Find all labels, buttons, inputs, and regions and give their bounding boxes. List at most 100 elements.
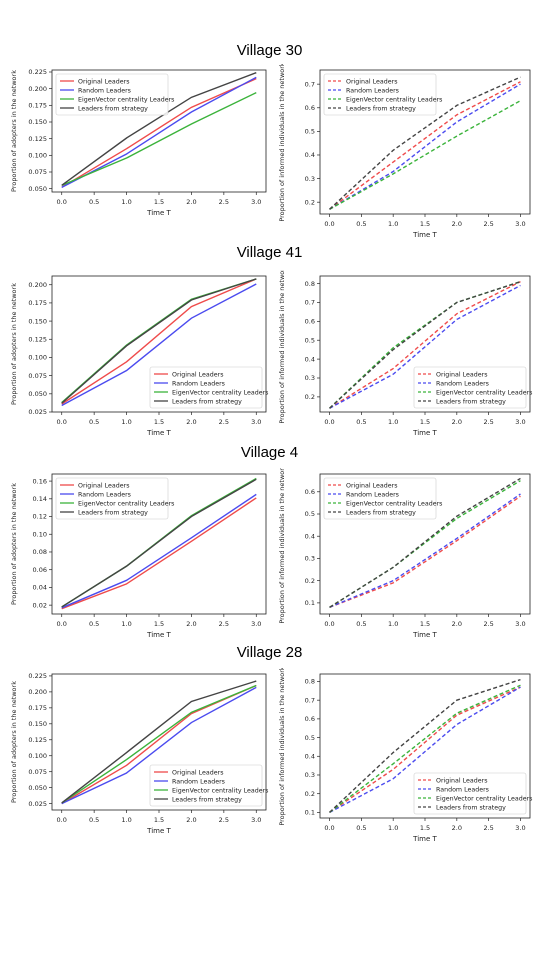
y-tick-label: 0.175	[28, 299, 47, 307]
legend-label: Random Leaders	[172, 380, 225, 387]
y-tick-label: 0.7	[305, 299, 315, 307]
series-line-2	[61, 493, 257, 609]
x-tick-label: 0.5	[356, 220, 366, 228]
x-tick-label: 2.5	[219, 418, 229, 426]
chart-village-3-adopters: 0.0 0.5 1.0 1.5 2.0 2.5 3.0 0.02 0.04 0.06 0.08 0.1…	[10, 473, 267, 639]
chart-village-4-adopters: 0.0 0.5 1.0 1.5 2.0 2.5 3.0 0.025 0.050 0.075 0.10…	[10, 672, 268, 835]
series-line-4	[61, 72, 257, 186]
y-tick-label: 0.200	[28, 85, 47, 93]
x-tick-label: 1.0	[388, 418, 398, 426]
y-tick-label: 0.06	[33, 566, 47, 574]
legend-label: Random Leaders	[436, 786, 489, 793]
series-line-3	[329, 100, 521, 210]
y-tick-label: 0.2	[305, 393, 315, 401]
y-tick-label: 0.100	[28, 354, 47, 362]
x-tick-label: 1.0	[121, 816, 131, 824]
y-tick-label: 0.5	[305, 336, 315, 344]
y-tick-label: 0.8	[305, 678, 315, 686]
legend-label: Leaders from strategy	[346, 509, 416, 516]
x-tick-label: 0.0	[57, 816, 67, 824]
x-tick-label: 0.5	[356, 620, 366, 628]
y-tick-label: 0.175	[28, 102, 47, 110]
x-tick-label: 2.0	[186, 816, 196, 824]
legend-box	[149, 366, 263, 409]
series-line-3	[61, 684, 257, 804]
y-tick-label: 0.4	[305, 752, 315, 760]
legend-label: Leaders from strategy	[78, 105, 148, 112]
x-tick-label: 3.0	[251, 620, 261, 628]
legend-label: Random Leaders	[346, 491, 399, 498]
legend: Original Leaders Random Leaders EigenVecto…	[413, 366, 532, 409]
x-tick-label: 0.5	[89, 198, 99, 206]
series-line-2	[61, 283, 257, 407]
legend-label: Original Leaders	[436, 777, 488, 784]
y-axis-label: Proportion of informed individuals in th…	[278, 468, 286, 624]
x-tick-label: 0.5	[89, 816, 99, 824]
legend-label: Random Leaders	[78, 87, 131, 94]
y-tick-label: 0.025	[28, 408, 47, 416]
chart-village-3-informed: 0.0 0.5 1.0 1.5 2.0 2.5 3.0 0.1 0.2 0.3 0.4 0.5 0.6 T…	[278, 468, 531, 639]
legend-label: Random Leaders	[436, 380, 489, 387]
legend: Original Leaders Random Leaders EigenVecto…	[323, 73, 442, 116]
series-line-2	[61, 686, 257, 805]
x-tick-label: 2.0	[186, 418, 196, 426]
y-tick-label: 0.050	[28, 784, 47, 792]
x-tick-label: 1.5	[154, 620, 164, 628]
y-tick-label: 0.150	[28, 720, 47, 728]
x-tick-label: 0.5	[89, 620, 99, 628]
x-tick-label: 0.0	[57, 620, 67, 628]
x-tick-label: 0.5	[89, 418, 99, 426]
legend-label: Original Leaders	[78, 482, 130, 489]
legend: Original Leaders Random Leaders EigenVecto…	[149, 764, 268, 807]
y-tick-label: 0.050	[28, 390, 47, 398]
y-tick-label: 0.150	[28, 118, 47, 126]
legend-label: EigenVector centrality Leaders	[436, 795, 532, 802]
chart-village-1-informed: 0.0 0.5 1.0 1.5 2.0 2.5 3.0 0.2 0.3 0.4 0.5 0.6 0.7 T…	[278, 64, 531, 239]
legend-label: Leaders from strategy	[172, 398, 242, 405]
y-tick-label: 0.5	[305, 734, 315, 742]
legend: Original Leaders Random Leaders EigenVecto…	[55, 477, 174, 520]
y-tick-label: 0.04	[33, 584, 47, 592]
series-line-4	[61, 680, 257, 804]
y-axis-label: Proportion of adopters in the network	[10, 483, 18, 605]
y-tick-label: 0.1	[305, 809, 315, 817]
y-tick-label: 0.2	[305, 577, 315, 585]
legend-label: EigenVector centrality Leaders	[172, 389, 268, 396]
x-tick-label: 1.5	[420, 824, 430, 832]
y-axis-label: Proportion of adopters in the network	[10, 681, 18, 803]
x-tick-label: 2.5	[483, 824, 493, 832]
x-tick-label: 1.0	[388, 220, 398, 228]
series-line-1	[329, 686, 521, 813]
y-tick-label: 0.100	[28, 152, 47, 160]
y-tick-label: 0.4	[305, 355, 315, 363]
x-axis-label: Time T	[146, 429, 171, 437]
legend-label: EigenVector centrality Leaders	[78, 96, 174, 103]
x-tick-label: 2.0	[452, 418, 462, 426]
y-tick-label: 0.125	[28, 335, 47, 343]
x-tick-label: 1.5	[420, 220, 430, 228]
y-tick-label: 0.025	[28, 800, 47, 808]
y-tick-label: 0.10	[33, 530, 47, 538]
x-tick-label: 2.0	[452, 620, 462, 628]
y-axis-label: Proportion of adopters in the network	[10, 283, 18, 405]
legend: Original Leaders Random Leaders EigenVecto…	[323, 477, 442, 520]
y-tick-label: 0.200	[28, 688, 47, 696]
legend-box	[323, 477, 437, 520]
x-axis-label: Time T	[146, 631, 171, 639]
y-tick-label: 0.6	[305, 715, 315, 723]
legend-label: Leaders from strategy	[436, 804, 506, 811]
x-tick-label: 3.0	[251, 198, 261, 206]
y-tick-label: 0.100	[28, 752, 47, 760]
legend-label: Random Leaders	[172, 778, 225, 785]
y-tick-label: 0.075	[28, 372, 47, 380]
x-tick-label: 2.5	[219, 816, 229, 824]
legend-label: Leaders from strategy	[346, 105, 416, 112]
x-tick-label: 0.0	[57, 418, 67, 426]
legend-label: Random Leaders	[346, 87, 399, 94]
chart-village-1-adopters: 0.0 0.5 1.0 1.5 2.0 2.5 3.0 0.050 0.075 0.100 0.12…	[10, 68, 267, 217]
legend-label: Original Leaders	[78, 78, 130, 85]
x-tick-label: 1.0	[121, 620, 131, 628]
legend-label: Original Leaders	[346, 78, 398, 85]
village-title-1: Village 30	[236, 42, 303, 59]
y-tick-label: 0.175	[28, 704, 47, 712]
